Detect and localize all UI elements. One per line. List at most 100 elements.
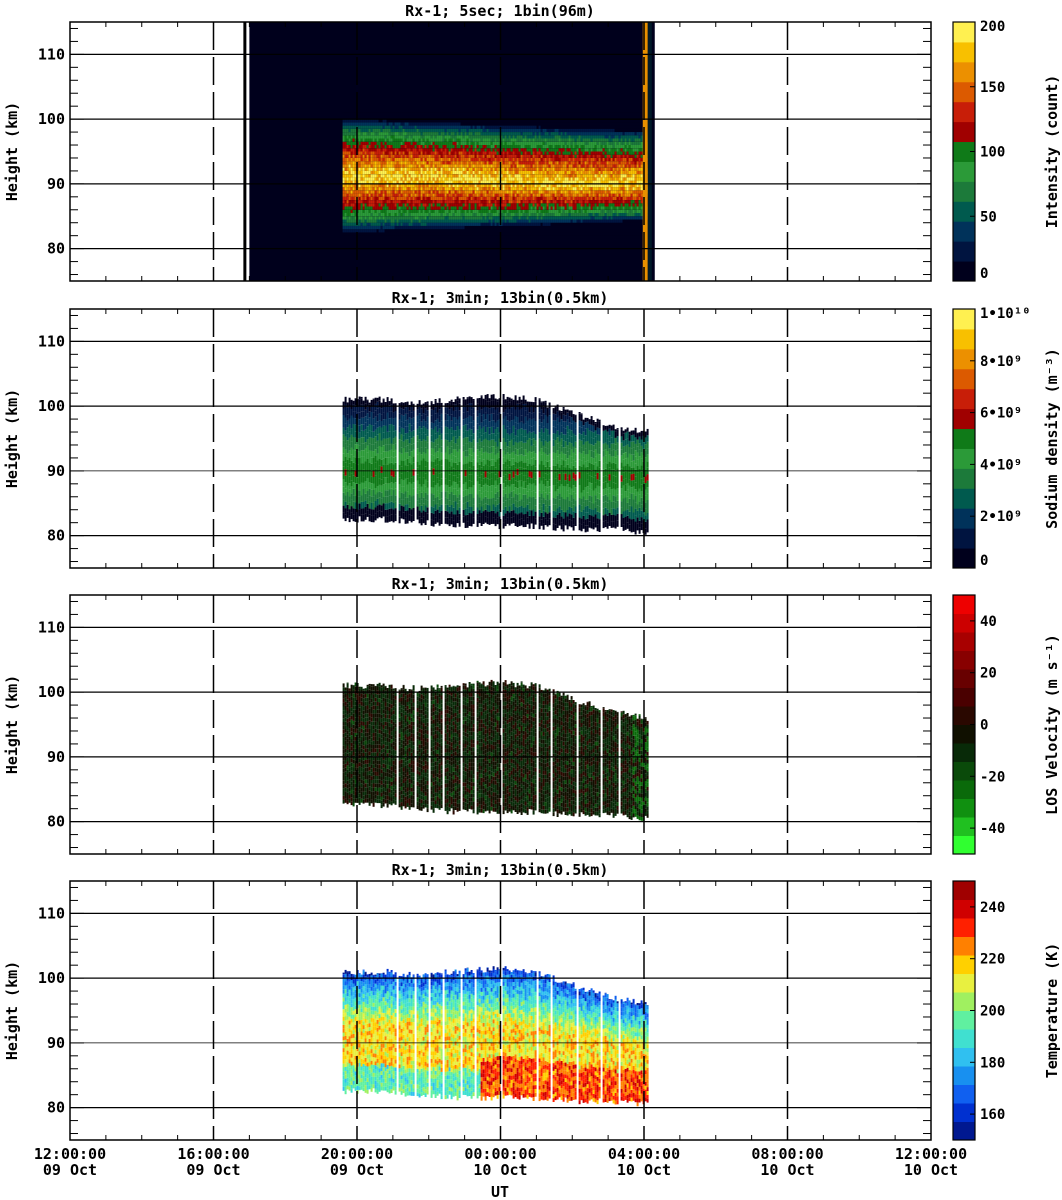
intensity-cell (418, 151, 421, 155)
intensity-cell (518, 190, 521, 194)
intensity-cell (424, 115, 427, 120)
intensity-cell (444, 238, 447, 243)
intensity-cell (486, 226, 489, 230)
intensity-cell (388, 141, 391, 145)
intensity-cell (564, 203, 567, 207)
intensity-cell (440, 148, 443, 152)
intensity-cell (548, 115, 551, 120)
intensity-cell (448, 222, 451, 226)
intensity-cell (450, 190, 453, 194)
intensity-cell (528, 232, 531, 236)
intensity-cell (346, 128, 349, 132)
intensity-cell (584, 167, 587, 171)
intensity-cell (558, 209, 561, 213)
intensity-cell (364, 170, 367, 175)
intensity-cell (428, 145, 431, 149)
intensity-cell (440, 158, 443, 162)
intensity-cell (444, 200, 447, 204)
intensity-cell (418, 222, 421, 226)
intensity-cell (436, 235, 439, 239)
intensity-cell (408, 112, 411, 116)
intensity-cell (348, 196, 351, 200)
intensity-cell (360, 238, 363, 243)
intensity-cell (534, 154, 537, 158)
intensity-cell (566, 119, 569, 123)
intensity-cell (390, 183, 393, 188)
intensity-cell (368, 164, 371, 168)
intensity-cell (534, 141, 537, 145)
intensity-cell (406, 209, 409, 213)
intensity-cell (402, 213, 405, 217)
intensity-cell (434, 193, 437, 197)
intensity-cell (478, 112, 481, 116)
intensity-cell (436, 119, 439, 123)
intensity-cell (578, 206, 581, 210)
intensity-cell (366, 174, 369, 178)
intensity-cell (396, 232, 399, 236)
intensity-cell (550, 148, 553, 152)
intensity-cell (480, 235, 483, 239)
intensity-cell (446, 200, 449, 204)
intensity-cell (566, 235, 569, 239)
intensity-cell (454, 119, 457, 123)
intensity-cell (462, 203, 465, 207)
intensity-cell (426, 115, 429, 120)
intensity-cell (512, 132, 515, 136)
intensity-cell (510, 193, 513, 197)
intensity-cell (580, 206, 583, 210)
intensity-cell (450, 109, 453, 113)
intensity-cell (520, 190, 523, 194)
intensity-cell (420, 193, 423, 197)
intensity-cell (398, 193, 401, 197)
intensity-cell (422, 196, 425, 200)
intensity-cell (552, 183, 555, 188)
intensity-cell (562, 190, 565, 194)
intensity-cell (578, 216, 581, 220)
intensity-cell (402, 148, 405, 152)
intensity-cell (578, 119, 581, 123)
intensity-cell (476, 135, 479, 139)
intensity-cell (566, 222, 569, 226)
intensity-cell (526, 132, 529, 136)
intensity-cell (450, 115, 453, 120)
intensity-cell (500, 128, 503, 132)
intensity-cell (366, 148, 369, 152)
intensity-cell (386, 154, 389, 158)
intensity-cell (414, 209, 417, 213)
intensity-cell (524, 170, 527, 175)
intensity-cell (370, 145, 373, 149)
intensity-cell (436, 148, 439, 152)
intensity-cell (384, 180, 387, 184)
intensity-cell (378, 216, 381, 220)
intensity-cell (584, 209, 587, 213)
intensity-cell (420, 183, 423, 188)
intensity-cell (350, 109, 353, 113)
intensity-cell (428, 180, 431, 184)
intensity-cell (456, 145, 459, 149)
intensity-cell (490, 154, 493, 158)
intensity-cell (346, 238, 349, 243)
intensity-cell (482, 183, 485, 188)
intensity-cell (492, 206, 495, 210)
intensity-cell (474, 141, 477, 145)
intensity-cell (438, 115, 441, 120)
intensity-cell (506, 177, 509, 181)
intensity-cell (372, 177, 375, 181)
intensity-cell (520, 125, 523, 129)
intensity-cell (398, 138, 401, 142)
intensity-cell (548, 132, 551, 136)
intensity-cell (390, 209, 393, 213)
intensity-cell (552, 161, 555, 165)
intensity-cell (434, 206, 437, 210)
intensity-cell (386, 183, 389, 188)
intensity-cell (386, 180, 389, 184)
intensity-cell (372, 170, 375, 175)
intensity-cell (544, 232, 547, 236)
intensity-cell (450, 138, 453, 142)
intensity-cell (342, 238, 345, 243)
intensity-cell (554, 132, 557, 136)
intensity-cell (446, 222, 449, 226)
intensity-cell (484, 135, 487, 139)
intensity-cell (460, 213, 463, 217)
intensity-cell (446, 132, 449, 136)
